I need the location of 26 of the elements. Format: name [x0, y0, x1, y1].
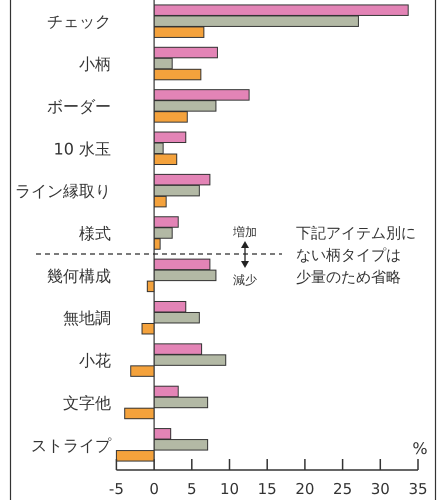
x-tick-label: 20: [295, 480, 314, 498]
y-tick-label: 無地調: [63, 308, 111, 328]
x-tick-label: 0: [149, 480, 159, 498]
y-tick-label: 幾何構成: [47, 266, 111, 286]
annotation: 増加: [232, 225, 257, 239]
y-tick-label: 小花: [79, 351, 111, 370]
x-tick-label: -5: [108, 480, 124, 498]
y-tick-label: 様式: [79, 224, 111, 243]
annotation: 減少: [233, 273, 257, 287]
y-tick-label: ボーダー: [47, 96, 111, 116]
annotation: 下記アイテム別に: [296, 224, 416, 242]
x-tick-label: 15: [258, 480, 277, 498]
y-tick-label: 小柄: [79, 54, 111, 74]
x-axis-title: %: [412, 439, 428, 458]
y-tick-label: チェック: [47, 12, 111, 32]
x-tick-label: 35: [408, 480, 428, 498]
x-tick-label: 10: [220, 480, 240, 498]
x-tick-label: 5: [187, 480, 197, 498]
y-tick-label: 10 水玉: [54, 139, 111, 158]
x-tick-label: 25: [333, 480, 352, 498]
annotation: 少量のため省略: [296, 268, 401, 286]
y-tick-label: 文字他: [63, 393, 111, 412]
x-tick-label: 30: [370, 480, 390, 498]
y-tick-label: ストライプ: [31, 436, 112, 455]
annotation: ない柄タイプは: [296, 246, 401, 264]
y-tick-label: ライン縁取り: [15, 182, 111, 201]
